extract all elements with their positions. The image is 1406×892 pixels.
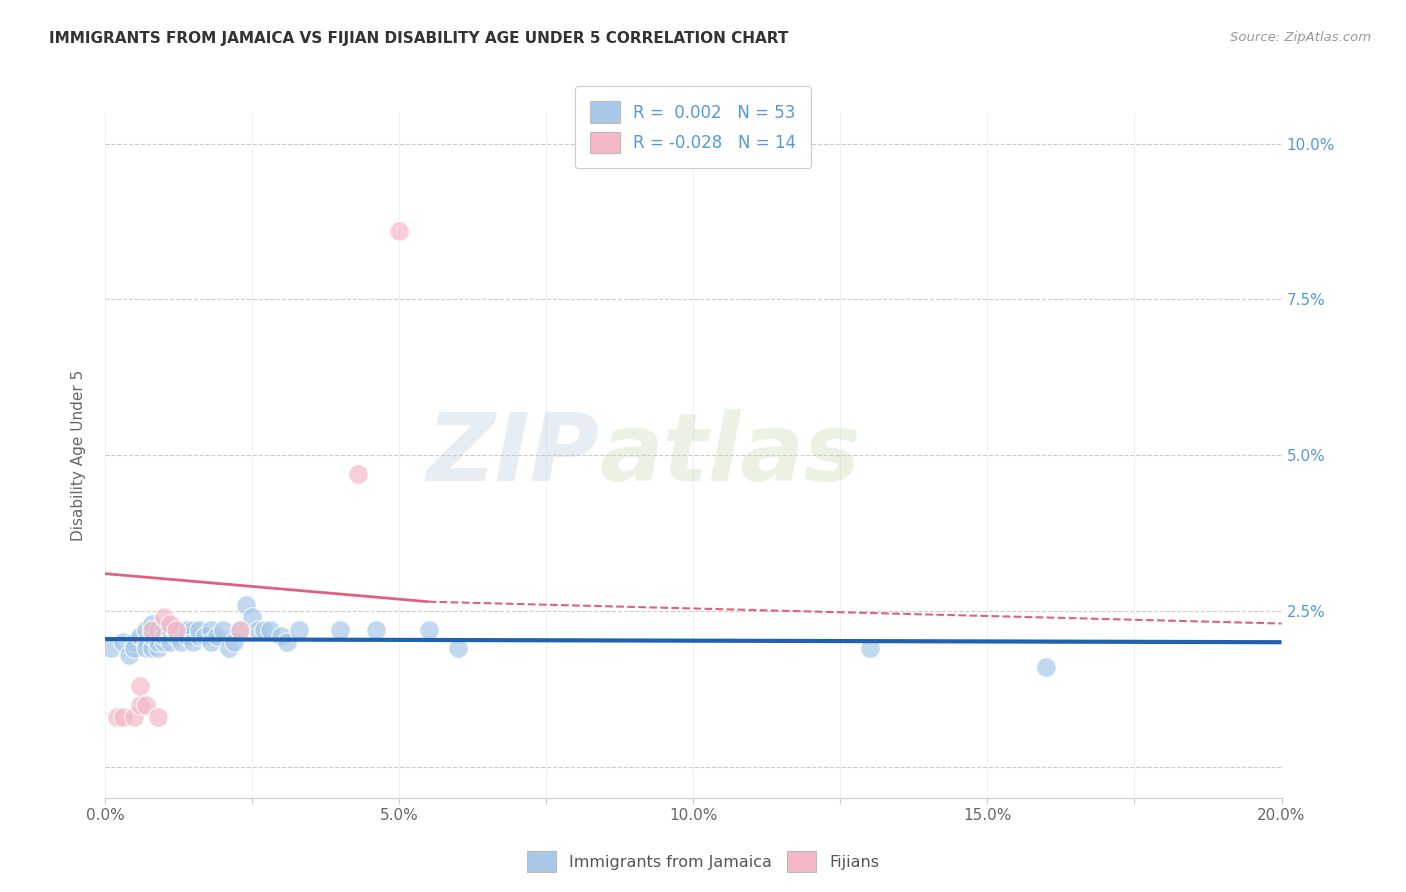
Point: [165, 629, 187, 643]
Point: [246, 623, 269, 637]
Point: [188, 629, 211, 643]
Point: [270, 629, 292, 643]
Point: [194, 629, 217, 643]
Point: [859, 641, 882, 656]
Point: [418, 623, 440, 637]
Point: [146, 635, 169, 649]
Point: [141, 629, 163, 643]
Point: [141, 623, 163, 637]
Point: [259, 623, 281, 637]
Point: [165, 623, 187, 637]
Point: [253, 623, 276, 637]
Point: [153, 629, 176, 643]
Point: [388, 224, 411, 238]
Point: [129, 629, 152, 643]
Point: [188, 623, 211, 637]
Point: [135, 698, 157, 712]
Point: [229, 623, 252, 637]
Text: ZIP: ZIP: [426, 409, 599, 501]
Point: [124, 710, 146, 724]
Point: [153, 635, 176, 649]
Point: [105, 710, 128, 724]
Point: [224, 635, 246, 649]
Point: [276, 635, 298, 649]
Point: [146, 710, 169, 724]
Point: [211, 623, 233, 637]
Point: [364, 623, 387, 637]
Point: [1035, 660, 1057, 674]
Point: [240, 610, 263, 624]
Point: [165, 623, 187, 637]
Point: [141, 616, 163, 631]
Text: atlas: atlas: [599, 409, 860, 501]
Point: [159, 616, 181, 631]
Point: [159, 635, 181, 649]
Point: [159, 629, 181, 643]
Text: Source: ZipAtlas.com: Source: ZipAtlas.com: [1230, 31, 1371, 45]
Point: [229, 623, 252, 637]
Point: [170, 623, 193, 637]
Point: [146, 623, 169, 637]
Point: [117, 648, 139, 662]
Point: [141, 641, 163, 656]
Legend: R =  0.002   N = 53, R = -0.028   N = 14: R = 0.002 N = 53, R = -0.028 N = 14: [575, 87, 811, 169]
Point: [153, 610, 176, 624]
Point: [205, 629, 228, 643]
Point: [176, 629, 198, 643]
Text: IMMIGRANTS FROM JAMAICA VS FIJIAN DISABILITY AGE UNDER 5 CORRELATION CHART: IMMIGRANTS FROM JAMAICA VS FIJIAN DISABI…: [49, 31, 789, 46]
Y-axis label: Disability Age Under 5: Disability Age Under 5: [72, 369, 86, 541]
Point: [124, 635, 146, 649]
Point: [347, 467, 370, 481]
Point: [200, 635, 222, 649]
Legend: Immigrants from Jamaica, Fijians: Immigrants from Jamaica, Fijians: [519, 843, 887, 880]
Point: [176, 623, 198, 637]
Point: [235, 598, 257, 612]
Point: [447, 641, 470, 656]
Point: [159, 623, 181, 637]
Point: [218, 641, 240, 656]
Point: [111, 710, 134, 724]
Point: [129, 679, 152, 693]
Point: [146, 641, 169, 656]
Point: [135, 623, 157, 637]
Point: [135, 641, 157, 656]
Point: [135, 635, 157, 649]
Point: [129, 698, 152, 712]
Point: [181, 635, 204, 649]
Point: [153, 623, 176, 637]
Point: [124, 641, 146, 656]
Point: [288, 623, 311, 637]
Point: [329, 623, 352, 637]
Point: [200, 623, 222, 637]
Point: [100, 641, 122, 656]
Point: [111, 635, 134, 649]
Point: [170, 635, 193, 649]
Point: [181, 623, 204, 637]
